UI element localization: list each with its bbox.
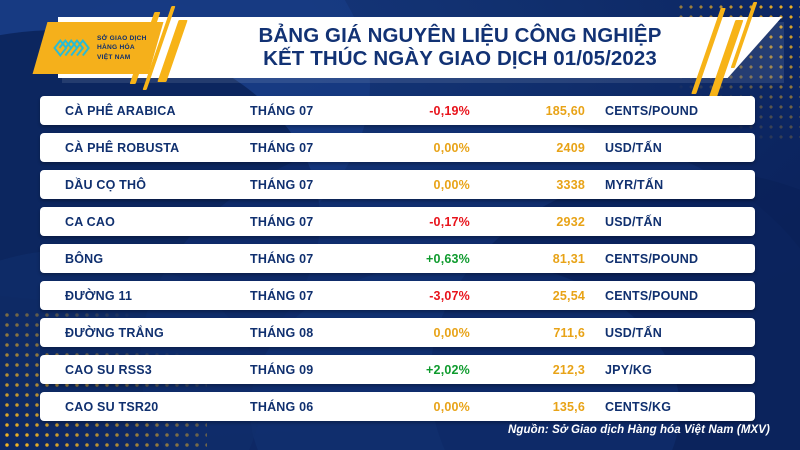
table-row[interactable]: CÀ PHÊ ARABICA THÁNG 07 -0,19% 185,60 CENTS/… xyxy=(40,96,755,125)
title-line-2: KẾT THÚC NGÀY GIAO DỊCH 01/05/2023 xyxy=(263,47,657,70)
title-line-1: BẢNG GIÁ NGUYÊN LIỆU CÔNG NGHIỆP xyxy=(258,24,662,48)
cell-percent-change: -0,17% xyxy=(429,214,470,229)
cell-contract-month: THÁNG 08 xyxy=(250,325,314,340)
cell-contract-month: THÁNG 07 xyxy=(250,288,314,303)
row-gap xyxy=(0,162,800,170)
logo-text-line-1: SỞ GIAO DỊCH xyxy=(97,34,147,42)
row-gap xyxy=(0,384,800,392)
cell-price: 2409 xyxy=(556,140,585,155)
cell-percent-change: 0,00% xyxy=(433,399,470,414)
cell-commodity-name: ĐƯỜNG TRẮNG xyxy=(65,325,164,340)
table-row[interactable]: CAO SU RSS3 THÁNG 09 +2,02% 212,3 JPY/KG xyxy=(40,355,755,384)
cell-commodity-name: CAO SU RSS3 xyxy=(65,362,152,377)
cell-price: 2932 xyxy=(556,214,585,229)
cell-percent-change: 0,00% xyxy=(433,140,470,155)
cell-unit: USD/TẤN xyxy=(605,214,662,229)
cell-price: 135,6 xyxy=(552,399,585,414)
logo-text-line-3: VIỆT NAM xyxy=(97,53,131,61)
cell-unit: MYR/TẤN xyxy=(605,177,664,192)
cell-percent-change: 0,00% xyxy=(433,325,470,340)
cell-percent-change: +0,63% xyxy=(426,251,470,266)
cell-price: 25,54 xyxy=(552,288,585,303)
cell-commodity-name: CAO SU TSR20 xyxy=(65,399,159,414)
table-row[interactable]: BÔNG THÁNG 07 +0,63% 81,31 CENTS/POUND xyxy=(40,244,755,273)
cell-contract-month: THÁNG 09 xyxy=(250,362,314,377)
cell-commodity-name: BÔNG xyxy=(65,251,104,266)
cell-price: 81,31 xyxy=(552,251,585,266)
header-banner: BẢNG GIÁ NGUYÊN LIỆU CÔNG NGHIỆP KẾT THÚ… xyxy=(0,0,800,98)
cell-price: 212,3 xyxy=(552,362,585,377)
logo-chevron-mark xyxy=(53,38,90,58)
cell-contract-month: THÁNG 07 xyxy=(250,140,314,155)
table-row[interactable]: CA CAO THÁNG 07 -0,17% 2932 USD/TẤN xyxy=(40,207,755,236)
cell-unit: JPY/KG xyxy=(605,362,653,377)
cell-percent-change: -3,07% xyxy=(429,288,470,303)
commodity-price-table: CÀ PHÊ ARABICA THÁNG 07 -0,19% 185,60 CENTS/… xyxy=(0,96,800,421)
cell-commodity-name: CÀ PHÊ ROBUSTA xyxy=(65,140,180,155)
cell-contract-month: THÁNG 06 xyxy=(250,399,314,414)
cell-commodity-name: DẦU CỌ THÔ xyxy=(65,177,147,192)
cell-unit: USD/TẤN xyxy=(605,325,662,340)
cell-commodity-name: CA CAO xyxy=(65,214,116,229)
cell-commodity-name: CÀ PHÊ ARABICA xyxy=(65,103,176,118)
mxv-logo: SỞ GIAO DỊCH HÀNG HÓA VIỆT NAM xyxy=(32,22,164,74)
table-row[interactable]: ĐƯỜNG TRẮNG THÁNG 08 0,00% 711,6 USD/TẤN xyxy=(40,318,755,347)
row-gap xyxy=(0,199,800,207)
cell-contract-month: THÁNG 07 xyxy=(250,214,314,229)
table-row[interactable]: DẦU CỌ THÔ THÁNG 07 0,00% 3338 MYR/TẤN xyxy=(40,170,755,199)
logo-text-line-2: HÀNG HÓA xyxy=(97,44,135,52)
cell-contract-month: THÁNG 07 xyxy=(250,103,314,118)
cell-percent-change: +2,02% xyxy=(426,362,470,377)
table-row[interactable]: CAO SU TSR20 THÁNG 06 0,00% 135,6 CENTS/KG xyxy=(40,392,755,421)
table-row[interactable]: CÀ PHÊ ROBUSTA THÁNG 07 0,00% 2409 USD/TẤN xyxy=(40,133,755,162)
logo-text: SỞ GIAO DỊCH HÀNG HÓA VIỆT NAM xyxy=(97,34,147,62)
cell-unit: CENTS/KG xyxy=(605,399,672,414)
cell-contract-month: THÁNG 07 xyxy=(250,251,314,266)
cell-contract-month: THÁNG 07 xyxy=(250,177,314,192)
row-gap xyxy=(0,347,800,355)
cell-price: 185,60 xyxy=(545,103,585,118)
cell-price: 3338 xyxy=(556,177,585,192)
cell-unit: CENTS/POUND xyxy=(605,103,699,118)
row-gap xyxy=(0,125,800,133)
row-gap xyxy=(0,273,800,281)
cell-unit: CENTS/POUND xyxy=(605,251,699,266)
page-title: BẢNG GIÁ NGUYÊN LIỆU CÔNG NGHIỆP KẾT THÚ… xyxy=(225,18,695,78)
cell-percent-change: -0,19% xyxy=(429,103,470,118)
row-gap xyxy=(0,236,800,244)
source-attribution: Nguồn: Sở Giao dịch Hàng hóa Việt Nam (M… xyxy=(507,424,770,436)
cell-percent-change: 0,00% xyxy=(433,177,470,192)
cell-commodity-name: ĐƯỜNG 11 xyxy=(65,288,133,303)
row-gap xyxy=(0,310,800,318)
cell-unit: CENTS/POUND xyxy=(605,288,699,303)
cell-price: 711,6 xyxy=(553,325,585,340)
cell-unit: USD/TẤN xyxy=(605,140,662,155)
table-row[interactable]: ĐƯỜNG 11 THÁNG 07 -3,07% 25,54 CENTS/POUND xyxy=(40,281,755,310)
